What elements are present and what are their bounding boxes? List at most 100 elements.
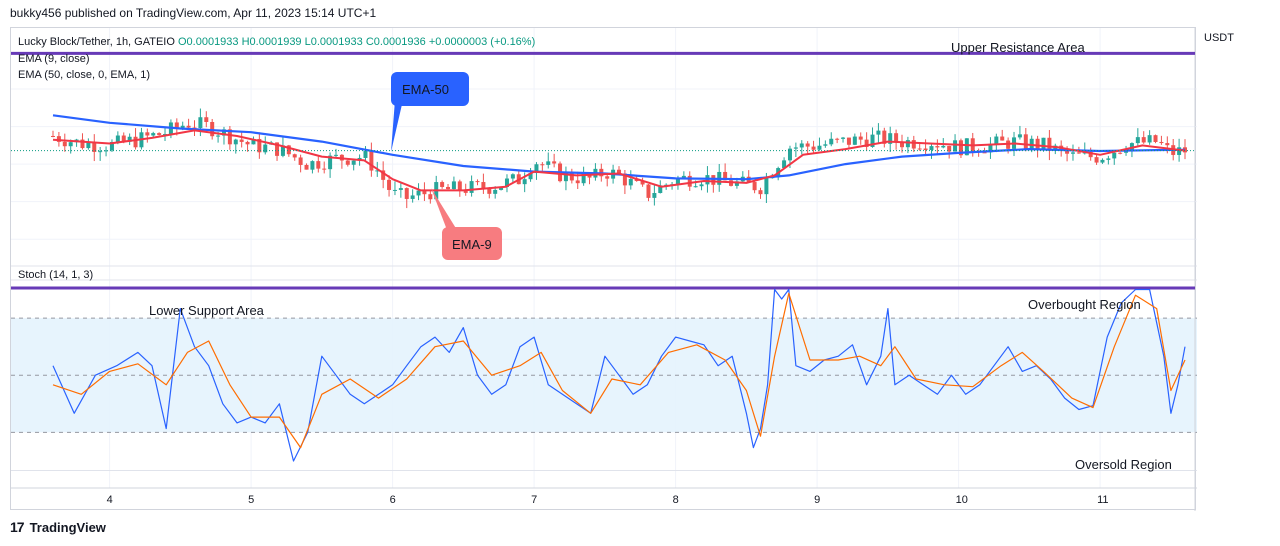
candle: [457, 181, 462, 191]
candle: [133, 136, 138, 148]
candle: [145, 132, 150, 136]
candle: [787, 148, 792, 161]
oversold-label: Oversold Region: [1075, 457, 1172, 472]
time-tick-label: 10: [956, 494, 968, 506]
candle: [392, 189, 397, 191]
stoch-k-line: [52, 288, 1186, 462]
candle: [280, 145, 285, 156]
candle: [499, 187, 504, 190]
candle: [292, 154, 297, 158]
candle: [275, 142, 280, 156]
candle: [687, 175, 692, 187]
candle: [811, 146, 816, 150]
candle: [581, 173, 586, 184]
legend-close: C0.0001936: [365, 36, 426, 48]
candle: [1065, 148, 1070, 154]
candle: [958, 140, 963, 156]
candle: [652, 193, 657, 198]
time-tick-label: 6: [390, 494, 396, 506]
candle: [882, 130, 887, 144]
time-tick-label: 5: [248, 494, 254, 506]
time-tick-label: 9: [814, 494, 820, 506]
candle: [540, 164, 545, 166]
candle: [1118, 152, 1123, 154]
ema50-line: [52, 114, 1185, 181]
candle: [994, 136, 999, 144]
candle: [398, 188, 403, 190]
candle: [51, 135, 55, 137]
ema50-callout: [391, 72, 469, 106]
candle: [451, 181, 456, 190]
candle: [941, 145, 946, 148]
currency-label: USDT: [1204, 32, 1234, 44]
candle: [1165, 143, 1170, 146]
candle: [675, 177, 680, 185]
candle: [552, 161, 557, 164]
candle: [1070, 152, 1075, 154]
candle: [363, 151, 368, 158]
candle: [947, 145, 952, 152]
candle: [693, 186, 698, 188]
tradingview-logo[interactable]: 17 TradingView: [10, 519, 106, 535]
candle: [422, 190, 427, 195]
candle: [911, 140, 916, 149]
candle: [923, 148, 928, 150]
candle: [369, 151, 374, 171]
candle: [310, 161, 315, 170]
candle: [304, 164, 309, 170]
candle: [186, 125, 191, 128]
legend-stoch[interactable]: Stoch (14, 1, 3): [18, 269, 94, 281]
candle: [723, 171, 728, 181]
candle: [1017, 134, 1022, 138]
legend-ema9[interactable]: EMA (9, close): [18, 53, 90, 65]
candle: [758, 190, 763, 195]
candle: [764, 177, 769, 195]
candle: [953, 140, 958, 152]
candle: [575, 180, 580, 184]
ema9-callout: [442, 227, 502, 260]
candle: [416, 190, 421, 196]
candle: [858, 136, 863, 140]
ema9-line: [52, 129, 1186, 192]
candle: [298, 157, 303, 165]
candle: [487, 188, 492, 194]
candle: [233, 139, 238, 145]
candle: [894, 133, 899, 143]
candle: [817, 145, 822, 150]
chart-frame[interactable]: EMA-50 EMA-9 Upper Resistance Area Lower Su…: [10, 27, 1197, 511]
candle: [1106, 158, 1111, 160]
candle: [251, 138, 256, 145]
candle: [711, 175, 716, 185]
candle: [375, 170, 380, 172]
candle: [80, 139, 85, 149]
candle: [617, 169, 621, 174]
chart-canvas[interactable]: EMA-50 EMA-9 Upper Resistance Area Lower Su…: [11, 28, 1197, 511]
candle: [782, 160, 787, 169]
candle: [1141, 137, 1146, 143]
candle: [640, 180, 645, 185]
candle: [334, 154, 338, 156]
ema50-callout-label: EMA-50: [402, 82, 449, 97]
legend-ema50[interactable]: EMA (50, close, 0, EMA, 1): [18, 69, 151, 81]
candle: [510, 174, 515, 179]
candle: [322, 168, 327, 170]
candle: [1023, 134, 1028, 149]
candle: [752, 182, 757, 191]
legend-low: L0.0001933: [304, 36, 363, 48]
candle: [522, 179, 527, 185]
candle: [351, 160, 356, 165]
brand-name: TradingView: [29, 519, 106, 535]
candle: [846, 137, 851, 145]
candle: [316, 161, 321, 169]
candle: [245, 141, 250, 145]
candle: [917, 148, 922, 150]
candle: [115, 135, 120, 142]
candle: [1029, 138, 1034, 149]
candle: [469, 181, 474, 193]
candle: [628, 178, 633, 186]
candle: [1041, 137, 1046, 149]
candle: [646, 184, 651, 198]
candle: [121, 135, 126, 142]
time-tick-label: 8: [673, 494, 679, 506]
candle: [1112, 152, 1117, 159]
